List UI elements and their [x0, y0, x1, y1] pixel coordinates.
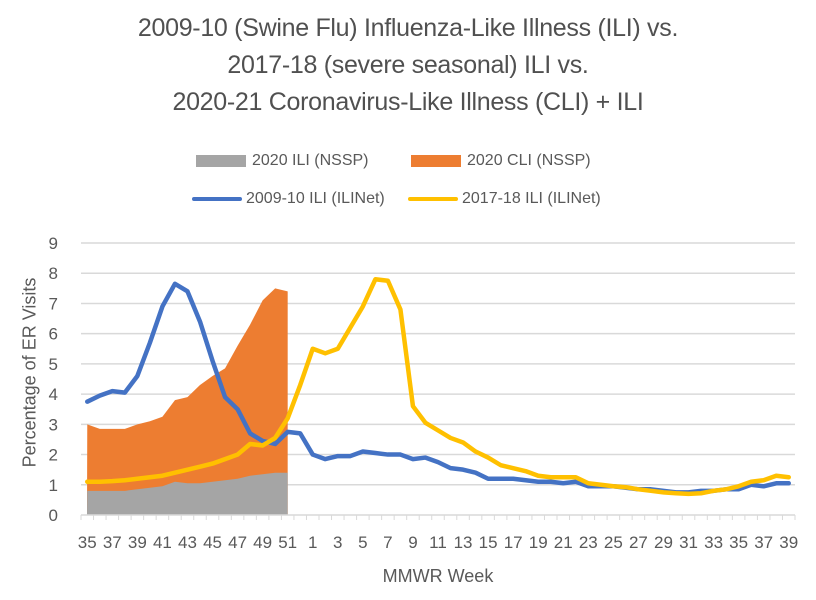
legend-label: 2020 CLI (NSSP) — [467, 152, 591, 169]
legend-swatch-yellow — [408, 197, 458, 201]
y-tick-label: 3 — [49, 415, 58, 434]
y-tick-label: 1 — [49, 476, 58, 495]
x-tick-label: 39 — [128, 533, 147, 552]
y-tick-label: 2 — [49, 446, 58, 465]
x-tick-label: 19 — [529, 533, 548, 552]
chart-title-line-3: 2020-21 Coronavirus-Like Illness (CLI) +… — [172, 88, 644, 116]
area-2020-cli — [87, 288, 288, 515]
x-tick-label: 35 — [729, 533, 748, 552]
legend-label: 2020 ILI (NSSP) — [252, 152, 369, 169]
x-tick-label: 1 — [308, 533, 317, 552]
y-tick-label: 0 — [49, 506, 58, 525]
x-tick-label: 37 — [754, 533, 773, 552]
x-tick-label: 17 — [504, 533, 523, 552]
y-tick-label: 4 — [49, 385, 58, 404]
legend-swatch-gray — [196, 155, 246, 167]
x-tick-label: 29 — [654, 533, 673, 552]
line-2017-18-ili-ilinet- — [85, 277, 791, 497]
chart-title-line-1: 2009-10 (Swine Flu) Influenza-Like Illne… — [137, 14, 679, 42]
x-tick-label: 3 — [333, 533, 342, 552]
legend-label: 2017-18 ILI (ILINet) — [462, 190, 601, 207]
x-tick-label: 27 — [629, 533, 648, 552]
x-tick-label: 11 — [429, 533, 447, 552]
legend-item-2020-cli: 2020 CLI (NSSP) — [411, 152, 591, 170]
x-tick-label: 37 — [103, 533, 122, 552]
legend-swatch-orange — [411, 155, 461, 167]
x-tick-label: 13 — [454, 533, 473, 552]
x-tick-label: 39 — [779, 533, 798, 552]
y-tick-label: 6 — [49, 325, 58, 344]
area-2020-ili — [87, 472, 288, 515]
x-tick-label: 35 — [78, 533, 97, 552]
legend-item-2017-18-ili: 2017-18 ILI (ILINet) — [408, 190, 601, 208]
x-tick-label: 43 — [178, 533, 197, 552]
x-tick-label: 49 — [253, 533, 272, 552]
x-tick-label: 33 — [704, 533, 723, 552]
x-tick-label: 41 — [153, 533, 172, 552]
x-tick-label: 47 — [228, 533, 247, 552]
x-tick-label: 51 — [278, 533, 297, 552]
x-tick-label: 7 — [383, 533, 392, 552]
x-axis-title: MMWR Week — [382, 566, 494, 586]
x-tick-label: 45 — [203, 533, 222, 552]
y-tick-label: 7 — [49, 294, 58, 313]
legend-swatch-blue — [192, 197, 242, 201]
y-tick-label: 8 — [49, 264, 58, 283]
y-tick-label: 9 — [49, 234, 58, 253]
legend-label: 2009-10 ILI (ILINet) — [246, 190, 385, 207]
legend-item-2009-10-ili: 2009-10 ILI (ILINet) — [192, 190, 385, 208]
legend-item-2020-ili: 2020 ILI (NSSP) — [196, 152, 369, 170]
y-axis-title: Percentage of ER Visits — [19, 277, 40, 468]
x-tick-label: 25 — [604, 533, 623, 552]
chart-title-line-2: 2017-18 (severe seasonal) ILI vs. — [227, 51, 589, 79]
x-tick-label: 5 — [358, 533, 367, 552]
y-tick-label: 5 — [49, 355, 58, 374]
x-tick-label: 23 — [579, 533, 598, 552]
x-tick-label: 15 — [479, 533, 498, 552]
x-tick-label: 21 — [554, 533, 573, 552]
x-tick-label: 9 — [408, 533, 417, 552]
x-tick-label: 31 — [679, 533, 698, 552]
